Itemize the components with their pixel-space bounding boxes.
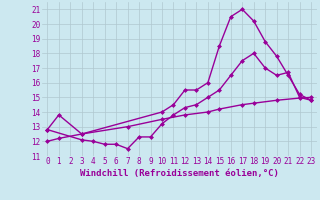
X-axis label: Windchill (Refroidissement éolien,°C): Windchill (Refroidissement éolien,°C) bbox=[80, 169, 279, 178]
